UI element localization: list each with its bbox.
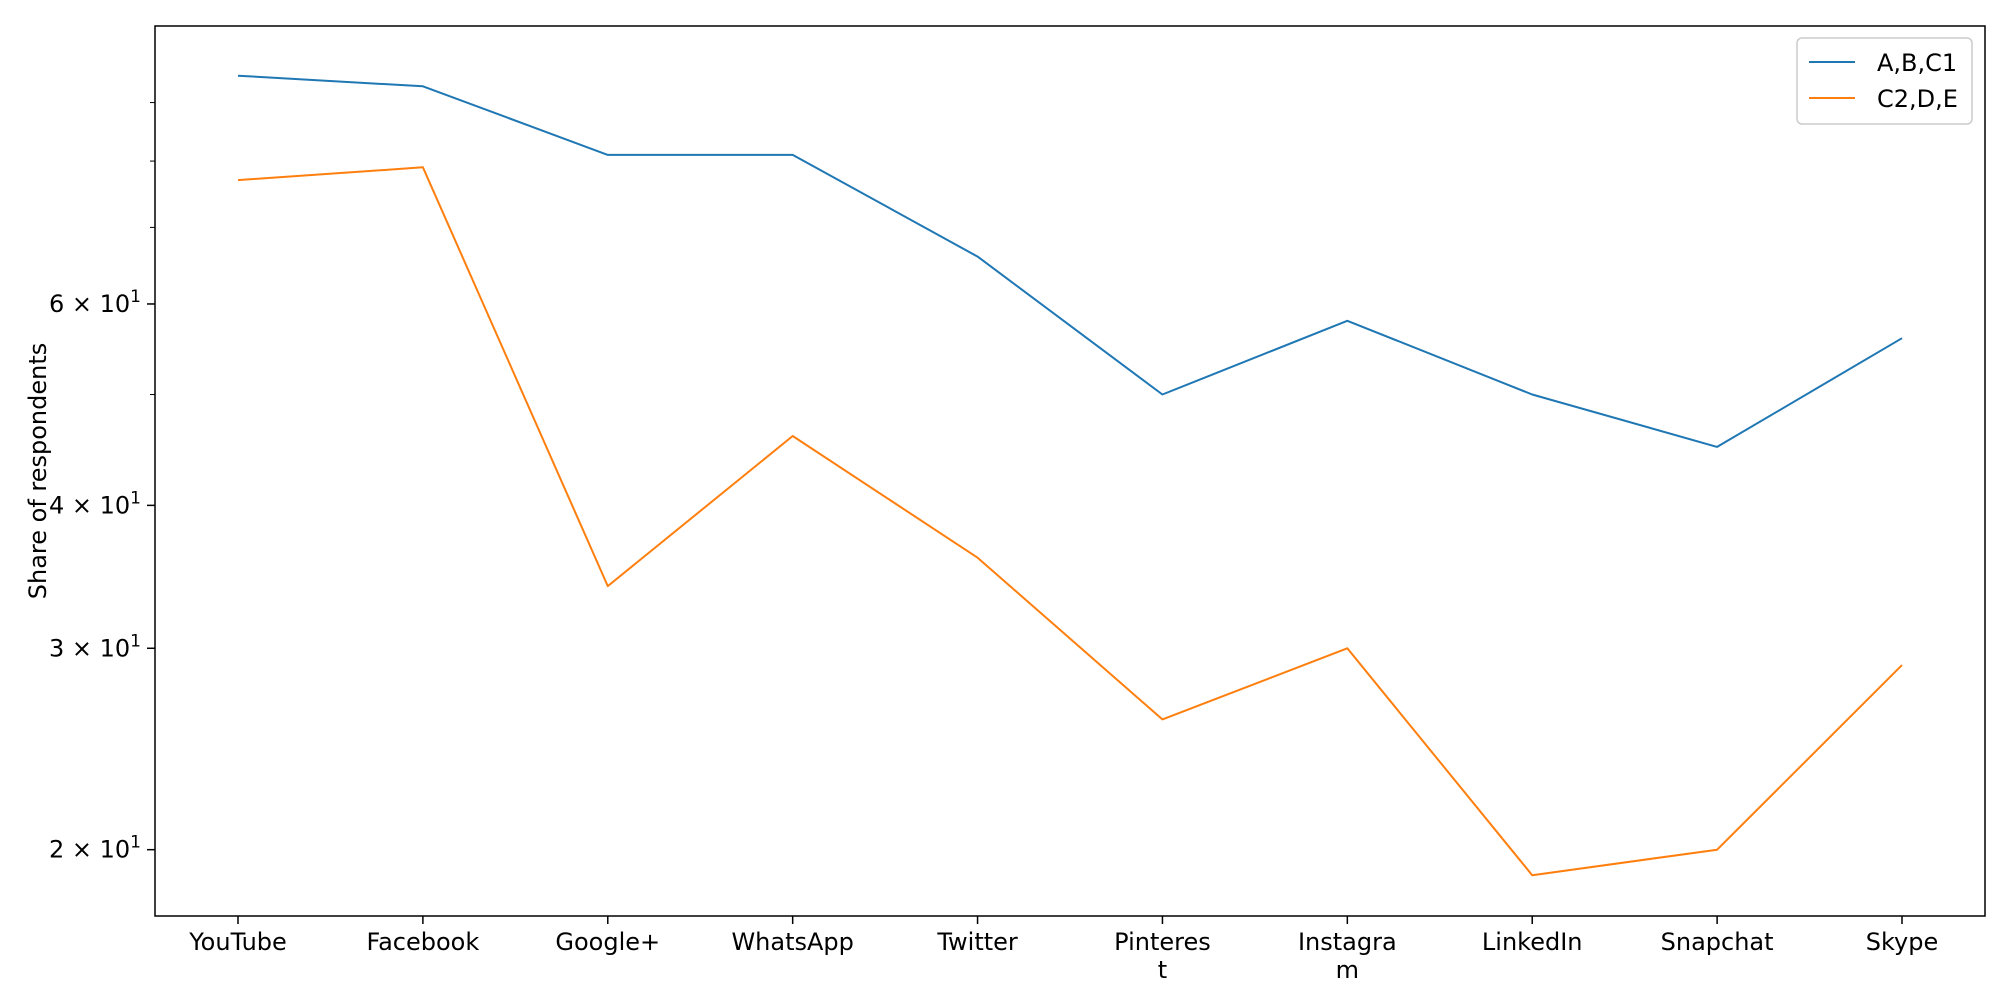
y-tick-label: 4 × 101 [49,488,141,519]
plot-content [237,74,1903,877]
legend: A,B,C1 C2,D,E [1796,37,1973,125]
plot-frame [154,25,1986,917]
y-axis: 2 × 101 3 × 101 4 × 101 6 × 101 [49,102,155,864]
y-tick-label: 6 × 101 [49,287,141,318]
x-tick-label: Skype [1866,928,1938,956]
x-tick-label: Instagra [1298,928,1397,956]
x-tick-label: LinkedIn [1482,928,1583,956]
x-tick-label: Twitter [936,928,1018,956]
x-tick-label: Google+ [555,928,660,956]
x-tick-label: Pinteres [1114,928,1211,956]
x-tick-label: WhatsApp [731,928,853,956]
x-tick-label: Facebook [366,928,479,956]
x-tick-label: Snapchat [1661,928,1774,956]
y-tick-label: 3 × 101 [49,631,141,662]
x-axis: YouTube Facebook Google+ WhatsApp Twitter Pin… [188,916,1938,984]
series-line-1 [237,74,1903,448]
legend-box [1796,37,1973,125]
y-tick-label: 2 × 101 [49,833,141,864]
x-tick-label: m [1336,956,1359,984]
legend-label: A,B,C1 [1877,49,1957,77]
legend-label: C2,D,E [1877,85,1958,113]
series-line-2 [237,166,1903,877]
x-tick-label: YouTube [188,928,287,956]
y-axis-label: Share of respondents [24,343,52,600]
x-tick-label: t [1158,956,1167,984]
